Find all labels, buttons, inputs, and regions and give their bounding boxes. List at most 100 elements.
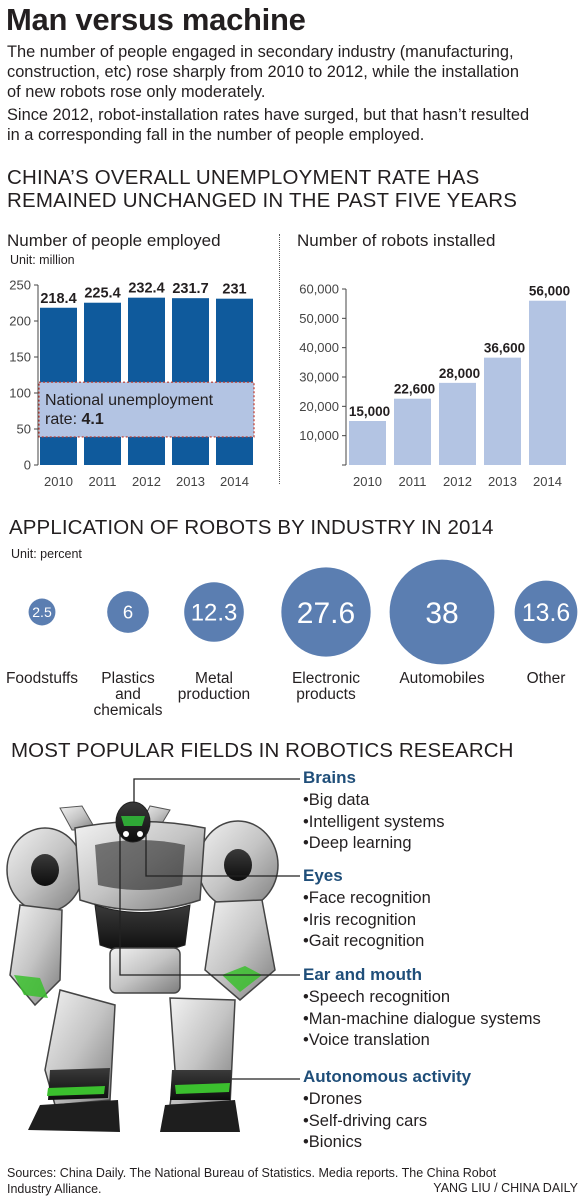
industry-category-label-line: Other <box>526 670 566 687</box>
robots-category-label: 2010 <box>353 474 382 489</box>
research-field-item: •Speech recognition <box>303 988 451 1006</box>
employed-category-label: 2013 <box>176 474 205 489</box>
employed-bar <box>172 298 209 465</box>
robots-category-label: 2012 <box>443 474 472 489</box>
employed-value-label: 225.4 <box>84 286 120 302</box>
research-field-item: •Face recognition <box>303 889 431 907</box>
industry-category-label-line: Foodstuffs <box>5 670 79 687</box>
unemployment-band <box>38 381 255 438</box>
industry-category-label-line: Plastics <box>101 670 155 687</box>
employed-ytick-label: 0 <box>24 458 31 473</box>
research-field-item: •Intelligent systems <box>303 812 445 831</box>
robots-value-label: 15,000 <box>349 404 390 419</box>
unemployment-label-line-2: rate: 4.1 <box>45 411 104 428</box>
intro-line-5: in a corresponding fall in the number of… <box>7 126 425 144</box>
intro-line-3: of new robots rose only moderately. <box>7 83 266 101</box>
industry-value-label: 2.5 <box>32 604 52 620</box>
robots-category-label: 2011 <box>399 474 427 489</box>
employed-ytick-label: 100 <box>9 386 31 401</box>
research-field-item: •Gait recognition <box>303 932 425 950</box>
industry-bubble <box>389 559 495 665</box>
robots-bar <box>439 382 476 465</box>
research-field-heading: Eyes <box>303 866 343 885</box>
robots-ytick-label: 20,000 <box>299 399 339 414</box>
industry-bubble <box>514 580 578 644</box>
robot-illustration <box>6 778 300 1132</box>
employed-bar <box>128 297 165 465</box>
employed-ytick-label: 150 <box>9 350 31 365</box>
section-industry-title: APPLICATION OF ROBOTS BY INDUSTRY IN 201… <box>9 516 494 539</box>
industry-category-label-line: production <box>177 686 251 703</box>
research-field-item: •Drones <box>303 1090 362 1108</box>
industry-category-label: Automobiles <box>392 671 492 687</box>
robots-category-label: 2014 <box>533 474 562 489</box>
robots-value-label: 56,000 <box>529 284 570 299</box>
industry-category-label-line: Metal <box>195 670 233 687</box>
industry-unit: Unit: percent <box>11 547 82 561</box>
credit: YANG LIU / CHINA DAILY <box>433 1181 578 1195</box>
research-field-item: •Bionics <box>303 1133 362 1151</box>
robots-value-label: 22,600 <box>394 382 435 397</box>
section-unemployment-title: CHINA’S OVERALL UNEMPLOYMENT RATE HAS RE… <box>7 166 586 212</box>
employed-ytick-label: 50 <box>17 422 31 437</box>
industry-category-label-line: Electronic <box>291 670 361 687</box>
research-field-item: •Man-machine dialogue systems <box>303 1009 541 1028</box>
unemployment-label-line-1: National unemployment <box>45 392 214 409</box>
industry-value-label: 38 <box>425 597 458 630</box>
industry-value-label: 27.6 <box>297 597 355 630</box>
robots-chart-title: Number of robots installed <box>297 231 496 250</box>
employed-category-label: 2012 <box>132 474 161 489</box>
employed-bar-chart: 0 50 100 150 200 250 218.4 2010 225.4 2011 232.4 20… <box>9 278 255 489</box>
industry-bubble-chart: 2.5 6 12.3 27.6 38 13.6 <box>28 559 578 665</box>
unemployment-rate-value: 4.1 <box>81 411 103 428</box>
robots-ytick-label: 60,000 <box>299 282 339 297</box>
section-unemployment-title-line-2: REMAINED UNCHANGED IN THE PAST FIVE YEAR… <box>7 189 518 212</box>
industry-value-label: 13.6 <box>522 600 570 627</box>
industry-bubble <box>281 567 371 657</box>
employed-value-label: 232.4 <box>128 281 164 297</box>
robots-value-label: 36,600 <box>484 341 525 356</box>
robots-ytick-label: 10,000 <box>299 428 339 443</box>
industry-bubble <box>28 598 56 626</box>
research-field-item: •Voice translation <box>303 1031 430 1049</box>
industry-category-label: Plastics and chemicals <box>78 671 178 719</box>
robots-bar <box>484 357 521 465</box>
intro-line-4: Since 2012, robot-installation rates hav… <box>7 106 530 124</box>
research-field-heading: Ear and mouth <box>303 965 423 984</box>
employed-category-label: 2014 <box>220 474 249 489</box>
industry-category-label-line: Automobiles <box>399 670 485 687</box>
research-field-item: •Iris recognition <box>303 910 417 929</box>
employed-chart-title: Number of people employed <box>7 231 221 250</box>
chart-separator <box>279 234 280 484</box>
employed-category-label: 2010 <box>44 474 73 489</box>
research-field-item: •Self-driving cars <box>303 1111 428 1130</box>
robots-ytick-label: 40,000 <box>299 340 339 355</box>
industry-category-label: Other <box>496 671 586 687</box>
robots-ytick-label: 30,000 <box>299 370 339 385</box>
robots-bar <box>349 421 386 465</box>
sources-line-2: Industry Alliance. <box>7 1182 102 1196</box>
sources-note: Sources: China Daily. The National Burea… <box>7 1165 567 1197</box>
industry-bubble <box>107 591 149 633</box>
employed-ytick-label: 250 <box>9 278 31 293</box>
industry-category-label-line: chemicals <box>93 702 163 719</box>
employed-category-label: 2011 <box>89 474 117 489</box>
employed-value-label: 231.7 <box>172 281 208 297</box>
industry-category-label: Electronic products <box>276 671 376 703</box>
sources-line-1: Sources: China Daily. The National Burea… <box>7 1166 497 1180</box>
employed-value-label: 218.4 <box>40 291 76 307</box>
section-unemployment-title-line-1: CHINA’S OVERALL UNEMPLOYMENT RATE HAS <box>7 166 480 189</box>
industry-bubble <box>184 582 244 642</box>
section-research-title: MOST POPULAR FIELDS IN ROBOTICS RESEARCH <box>11 739 514 762</box>
research-field-heading: Brains <box>303 768 356 787</box>
robots-value-label: 28,000 <box>439 366 480 381</box>
page-title: Man versus machine <box>6 2 306 37</box>
employed-chart-unit: Unit: million <box>10 253 75 267</box>
intro-line-2: construction, etc) rose sharply from 201… <box>7 63 520 81</box>
industry-value-label: 6 <box>123 602 133 623</box>
industry-value-label: 12.3 <box>191 600 237 627</box>
intro-line-1: The number of people engaged in secondar… <box>7 43 514 61</box>
employed-value-label: 231 <box>222 282 246 298</box>
research-field-heading: Autonomous activity <box>303 1067 472 1086</box>
industry-category-label-line: products <box>296 686 356 703</box>
